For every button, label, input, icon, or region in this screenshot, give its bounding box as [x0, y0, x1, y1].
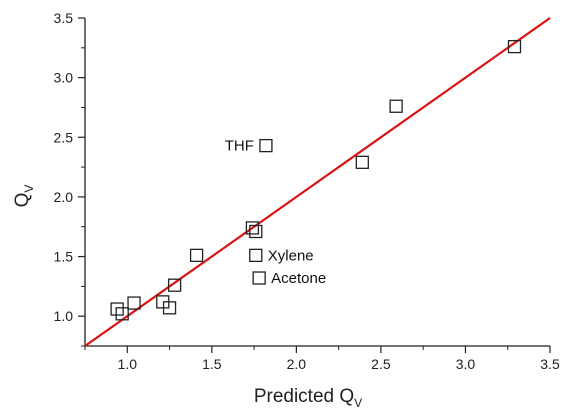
- y-axis-title: QV: [12, 185, 36, 208]
- y-tick-label: 2.5: [54, 129, 74, 145]
- y-tick-label: 1.5: [54, 249, 74, 265]
- y-tick-label: 2.0: [54, 189, 74, 205]
- data-point: [115, 307, 129, 321]
- data-point: [355, 155, 369, 169]
- point-annotation: Acetone: [271, 270, 326, 287]
- x-tick-label: 1.5: [202, 356, 222, 372]
- fit-line: [84, 17, 551, 347]
- x-tick-label: 3.5: [540, 356, 560, 372]
- point-annotation: THF: [225, 138, 254, 155]
- x-axis-ticks: 1.0 1.5 2.0 2.5 3.0 3.5: [84, 346, 560, 372]
- y-tick-label: 3.5: [54, 10, 74, 26]
- plot-frame: [84, 18, 550, 347]
- y-axis-ticks: 1.0 1.5 2.0 2.5 3.0 3.5: [54, 10, 85, 347]
- data-point: [259, 138, 273, 153]
- data-point: [110, 302, 124, 316]
- data-point: [249, 248, 263, 263]
- data-point: [189, 248, 204, 263]
- data-point: [389, 99, 403, 113]
- point-annotation: Xylene: [268, 247, 314, 264]
- x-tick-label: 1.0: [118, 356, 138, 372]
- x-tick-label: 2.0: [287, 356, 307, 372]
- x-axis-title: Predicted QV: [254, 386, 362, 410]
- fit-line-layer: [84, 17, 551, 347]
- x-tick-label: 2.5: [371, 356, 391, 372]
- y-tick-label: 1.0: [54, 308, 74, 324]
- data-points: [110, 39, 522, 321]
- data-point: [252, 271, 266, 285]
- x-tick-label: 3.0: [456, 356, 476, 372]
- y-tick-label: 3.0: [54, 70, 74, 86]
- data-point: [162, 301, 177, 315]
- point-annotations: Xylene Acetone THF: [225, 138, 326, 287]
- data-point: [507, 39, 522, 54]
- data-point: [167, 278, 182, 292]
- data-point: [249, 224, 263, 239]
- data-point: [127, 296, 141, 310]
- data-point: [245, 221, 260, 235]
